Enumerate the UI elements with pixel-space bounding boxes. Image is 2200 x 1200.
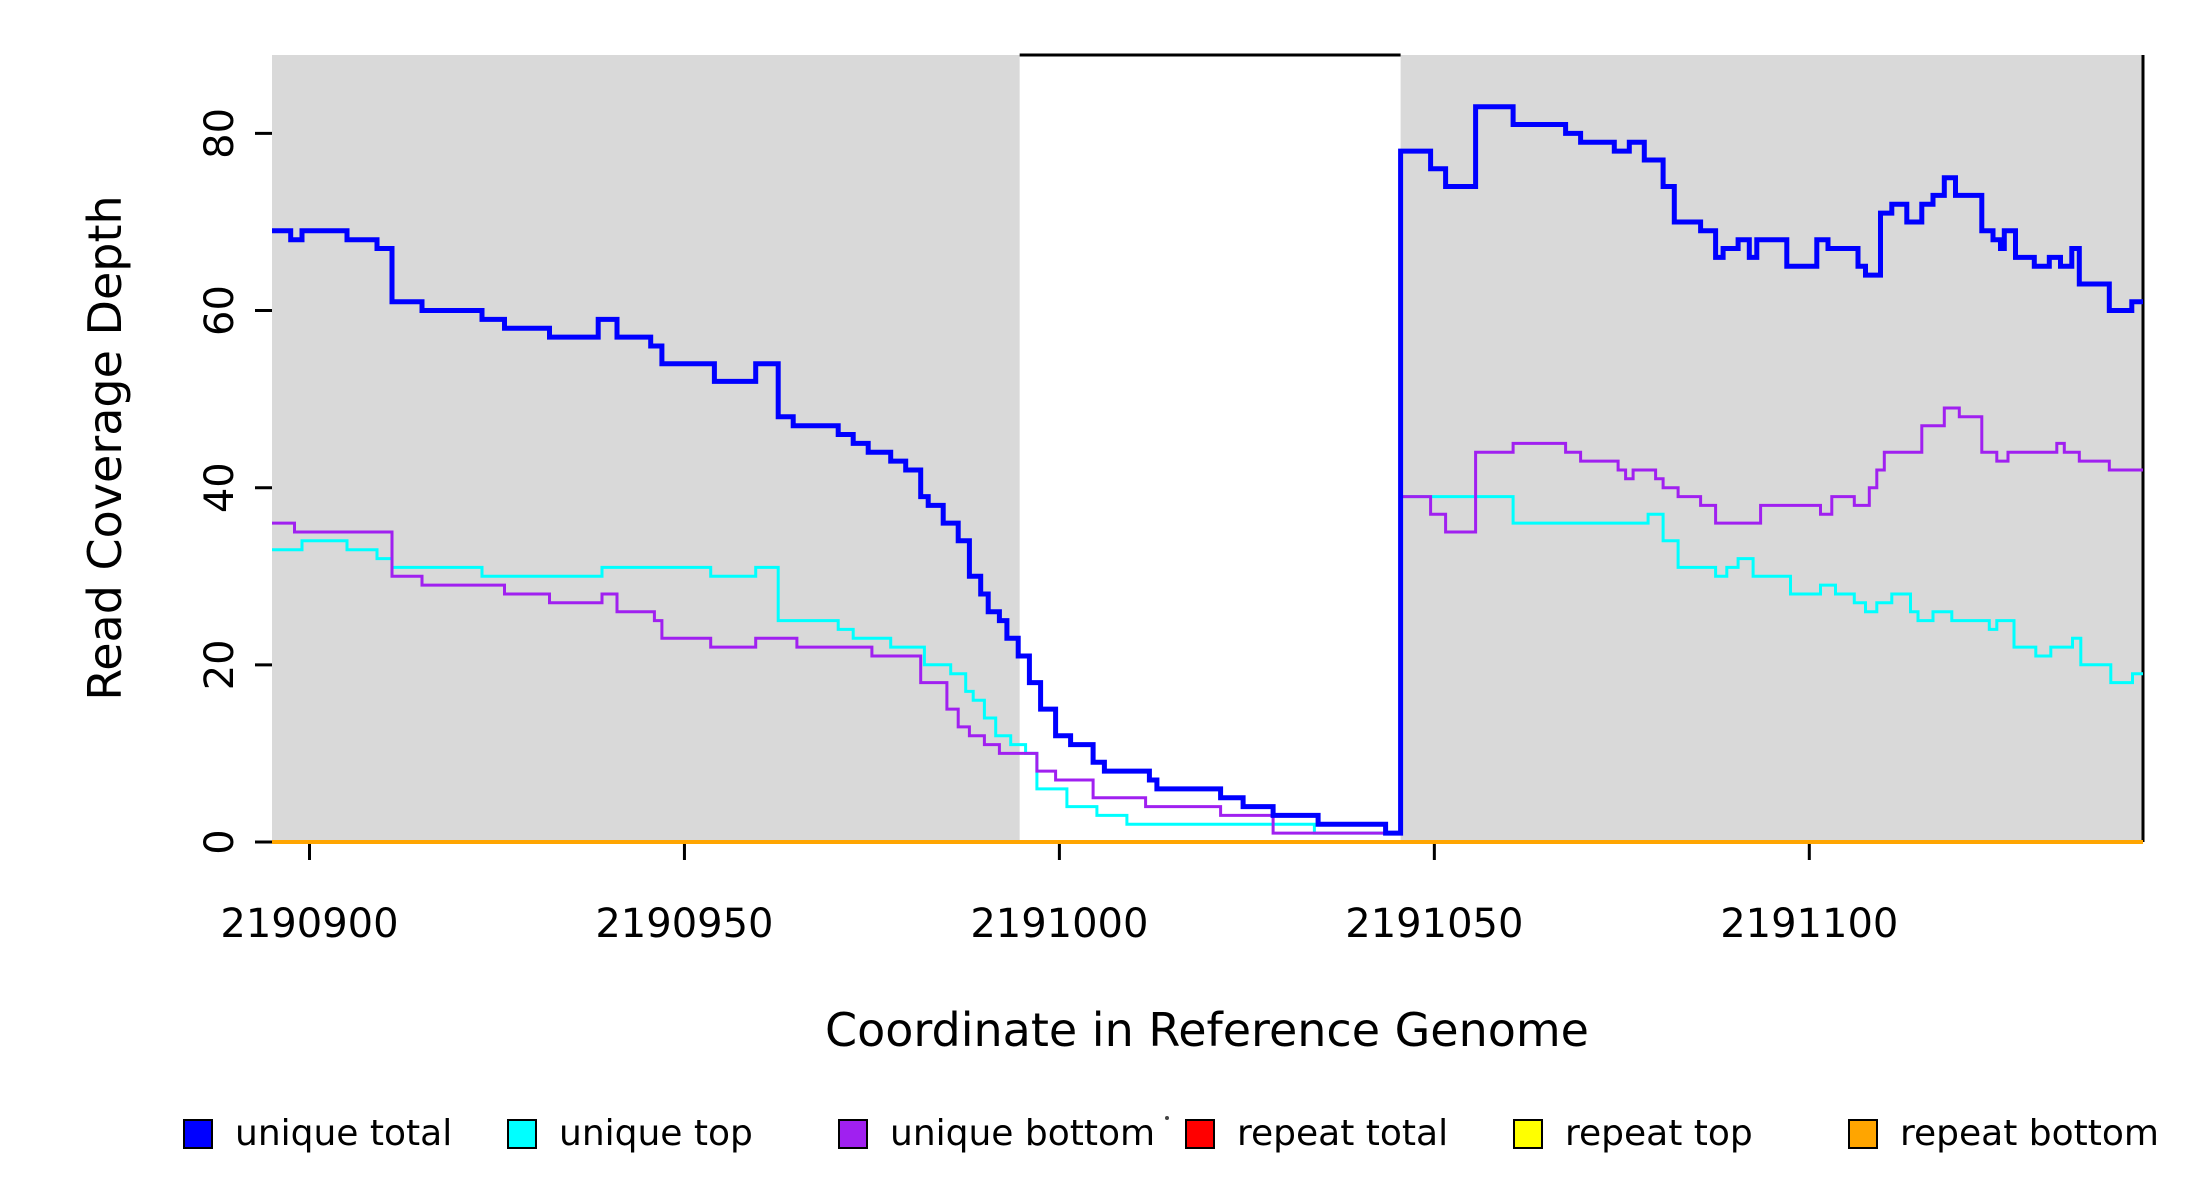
y-axis-label: Read Coverage Depth <box>78 195 132 701</box>
x-axis-label: Coordinate in Reference Genome <box>825 1003 1589 1057</box>
shaded-region-0 <box>272 55 1020 842</box>
y-tick-label: 80 <box>197 108 243 159</box>
shaded-region-1 <box>1400 55 2143 842</box>
y-tick-label: 40 <box>197 462 243 513</box>
y-tick-label: 20 <box>197 639 243 690</box>
y-tick-label: 0 <box>197 829 243 854</box>
x-tick-label: 2190950 <box>595 901 773 947</box>
y-tick-label: 60 <box>197 285 243 336</box>
x-tick-label: 2191050 <box>1345 901 1523 947</box>
x-tick-label: 2191000 <box>970 901 1148 947</box>
x-tick-label: 2190900 <box>220 901 398 947</box>
series-unique-bottom <box>272 406 2143 835</box>
series-unique-top <box>272 495 2143 835</box>
series-unique-total <box>272 104 2143 836</box>
x-tick-label: 2191100 <box>1720 901 1898 947</box>
stray-dot-artifact <box>1165 1116 1169 1120</box>
